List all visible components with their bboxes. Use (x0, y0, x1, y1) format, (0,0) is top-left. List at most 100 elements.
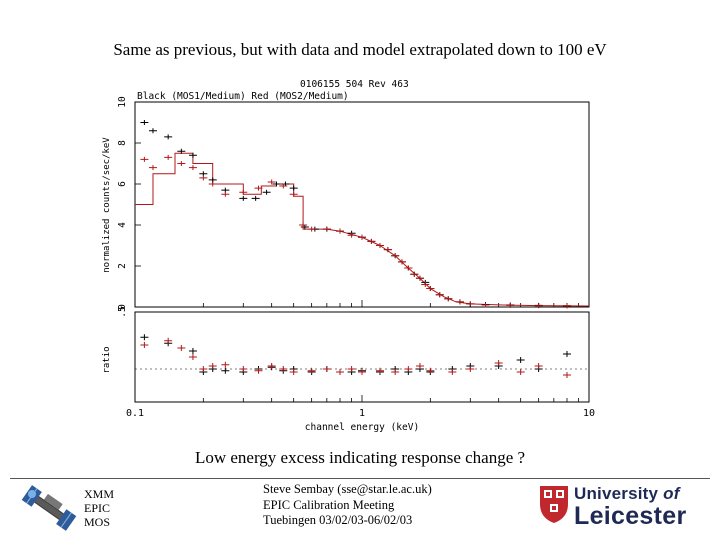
mos2-data-point (299, 222, 308, 228)
mos1-data-point (164, 134, 173, 140)
contact-line: Tuebingen 03/02/03-06/02/03 (263, 513, 413, 527)
mos2-ratio-point (239, 366, 248, 372)
x-tick-label: 0.1 (126, 408, 144, 419)
mos2-ratio-point (466, 366, 475, 372)
mos2-ratio-point (289, 369, 298, 375)
mos2-data-point (481, 302, 490, 308)
mos2-data-point (391, 253, 400, 259)
mos2-data-point (375, 243, 384, 248)
y-tick-label: 4 (117, 222, 128, 228)
mos2-data-point (239, 189, 248, 195)
mos1-ratio-point (140, 334, 149, 341)
mos2-data-point (506, 302, 515, 308)
mos2-data-point (221, 191, 230, 197)
university-name: University of Leicester (574, 484, 687, 529)
mos2-data-point (322, 226, 331, 232)
mos2-data-point (177, 161, 186, 166)
mos2-data-point (358, 234, 366, 240)
mos2-data-point (466, 301, 475, 307)
mos2-ratio-point (563, 372, 572, 378)
mos2-ratio-point (426, 367, 435, 374)
university-of: of (663, 484, 680, 503)
contact-block: Steve Sembay (sse@star.le.ac.uk) EPIC Ca… (263, 482, 432, 529)
mos2-data-point (444, 296, 453, 302)
mission-label: XMM EPIC MOS (84, 487, 114, 529)
mos2-data-point (307, 226, 316, 232)
university-word: University (574, 484, 659, 503)
mos2-ratio-point (347, 366, 356, 372)
x-tick-label: 10 (583, 408, 595, 419)
chart-header: 0106155 504 Rev 463 (300, 79, 409, 90)
mos2-data-point (383, 247, 392, 253)
mos2-ratio-point (415, 363, 424, 369)
mos2-data-point (164, 154, 173, 160)
mos2-ratio-point (279, 366, 288, 372)
mos2-data-point (455, 299, 464, 305)
mos2-ratio-point (164, 337, 173, 344)
mos1-data-point (188, 152, 197, 158)
mos2-ratio-point (177, 345, 186, 351)
mos2-data-point (199, 175, 208, 181)
mos2-data-point (336, 228, 345, 234)
mos2-data-point (279, 183, 288, 189)
mos1-data-point (289, 185, 298, 191)
mission-line: MOS (84, 515, 111, 529)
mos2-ratio-point (322, 366, 331, 372)
mos2-ratio-point (221, 361, 230, 368)
mos2-data-point (148, 165, 157, 171)
mission-line: EPIC (84, 501, 111, 515)
mos2-ratio-point (188, 354, 197, 360)
mos2-ratio-point (336, 369, 345, 375)
mos2-ratio-point (140, 342, 149, 348)
x-tick-label: 1 (359, 408, 365, 419)
mos1-data-point (239, 195, 248, 201)
mos2-data-point (563, 303, 572, 309)
mission-line: XMM (84, 487, 115, 501)
footer-divider (10, 478, 710, 479)
mos2-data-point (415, 275, 424, 281)
mos2-ratio-point (534, 363, 543, 369)
xmm-satellite-icon (21, 485, 77, 531)
mos1-data-point (177, 148, 186, 154)
mos1-ratio-point (221, 367, 230, 374)
ratio-tick-label: .5 (117, 306, 128, 317)
spectrum-chart: 0.1 1 10 0 2 4 6 8 10 .5 normalized counts/sec/keV… (102, 79, 595, 433)
ratio-axis-label: ratio (102, 346, 112, 373)
mos2-ratio-point (516, 369, 525, 375)
mos2-data-point (289, 191, 298, 197)
mos2-ratio-point (254, 367, 263, 374)
mos2-data-point (188, 165, 197, 171)
mos2-ratio-point (307, 367, 316, 374)
mos2-ratio-point (494, 360, 503, 366)
mos2-data-point (254, 185, 263, 191)
mos2-data-point (421, 281, 430, 287)
y-tick-label: 2 (117, 263, 128, 269)
mos2-data-point (404, 265, 413, 271)
mos2-ratio-point (199, 366, 208, 372)
mos2-ratio-point (208, 363, 217, 369)
university-crest-icon (540, 486, 568, 523)
mos1-ratio-point (188, 348, 197, 354)
contact-line: Steve Sembay (sse@star.le.ac.uk) (263, 482, 432, 496)
mos2-ratio-point (404, 366, 413, 372)
y-tick-label: 8 (117, 140, 128, 146)
mos2-ratio-point (267, 363, 276, 369)
mos2-ratio-point (375, 367, 384, 374)
mos2-data-point (534, 303, 543, 309)
y-tick-label: 6 (117, 181, 128, 187)
y-tick-label: 10 (117, 96, 128, 108)
contact-line: EPIC Calibration Meeting (263, 497, 395, 512)
mos2-data-point (410, 271, 419, 277)
mos2-ratio-point (358, 369, 366, 375)
y-tick-label: 0 (117, 304, 128, 310)
mos1-data-point (148, 128, 157, 134)
university-leicester: Leicester (574, 502, 687, 530)
mos1-ratio-point (563, 351, 572, 357)
mos2-data-point (426, 286, 435, 292)
mos2-data-point (267, 179, 276, 185)
slide-subtitle: Low energy excess indicating response ch… (194, 448, 526, 467)
slide-title: Same as previous, but with data and mode… (113, 40, 607, 59)
mos2-ratio-point (391, 369, 400, 375)
y-axis-label: normalized counts/sec/keV (102, 137, 112, 273)
mos1-data-point (251, 195, 260, 201)
